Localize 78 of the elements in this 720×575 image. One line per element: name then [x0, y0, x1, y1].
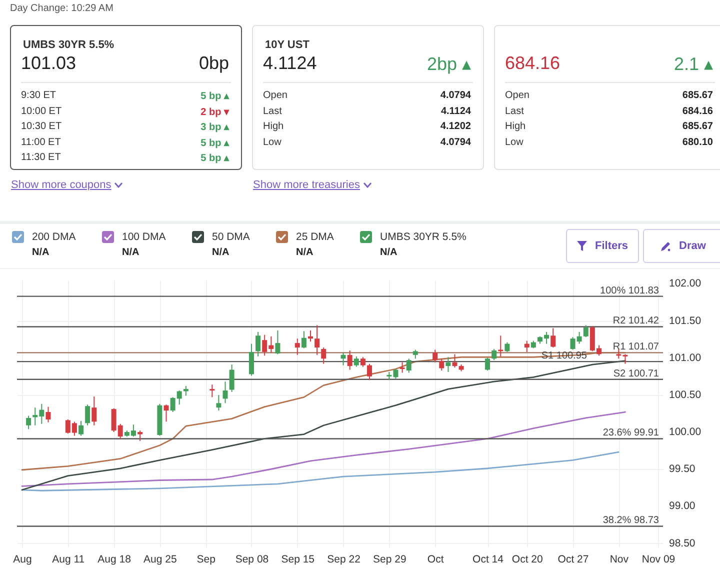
text: 10Y UST	[265, 39, 310, 51]
text: Low	[505, 136, 524, 148]
y-tick-label: 99.00	[669, 500, 696, 512]
text: 10:00 ET	[21, 106, 62, 116]
text: 4.1124	[440, 106, 471, 116]
ref-line-label: 23.6% 99.91	[602, 428, 660, 439]
text: High	[505, 121, 526, 132]
text: Open	[505, 90, 530, 101]
text: Last	[505, 106, 524, 116]
text: 4.0794	[440, 90, 471, 101]
text: 684.16	[505, 53, 560, 74]
y-tick-label: 101.50	[669, 314, 702, 327]
text: Low	[263, 136, 282, 148]
text: N/A	[296, 247, 314, 258]
text: 2 bp ▾	[200, 106, 229, 118]
text: 3 bp ▴	[200, 121, 229, 133]
text: 4.0794	[440, 136, 471, 148]
x-tick-label: Sep	[196, 554, 216, 566]
x-tick-label: Sep 22	[327, 554, 361, 566]
y-tick-label: 101.00	[669, 352, 702, 364]
text: Day Change: 10:29 AM	[10, 3, 114, 14]
text: N/A	[122, 247, 140, 258]
ref-line-label: R1 101.07	[612, 342, 660, 353]
text: N/A	[380, 247, 398, 258]
text: 11:30 ET	[21, 152, 61, 163]
legend-label: 25 DMA	[296, 231, 334, 243]
text: 10:30 ET	[21, 121, 62, 132]
y-tick-label: 99.50	[669, 463, 696, 476]
text: 4.1202	[440, 121, 471, 132]
text: Open	[263, 90, 288, 101]
text: 2.1 ▴	[674, 53, 713, 75]
x-tick-label: Oct 14	[472, 554, 504, 566]
legend-label: UMBS 30YR 5.5%	[380, 231, 466, 243]
text: N/A	[32, 247, 50, 258]
ref-line-label: R2 101.42	[612, 316, 660, 327]
text: 5 bp ▴	[200, 152, 229, 164]
text: 101.03	[21, 53, 76, 74]
text: Filters	[594, 240, 628, 252]
text: 9:30 ET	[21, 90, 56, 101]
text: 11:00 ET	[21, 136, 61, 148]
text: 2bp ▴	[426, 53, 471, 75]
x-tick-label: Aug	[13, 554, 32, 566]
text: 5 bp ▴	[200, 90, 229, 102]
text: Draw	[679, 240, 706, 252]
text: 685.67	[682, 90, 713, 101]
x-tick-label: Aug 11	[52, 554, 85, 566]
text: 5 bp ▴	[200, 136, 229, 148]
ref-line-label: 100% 101.83	[600, 285, 660, 296]
x-tick-label: Aug 18	[98, 554, 132, 566]
text: Show more treasuries	[253, 179, 360, 191]
x-tick-label: Oct	[427, 554, 444, 566]
legend-label: 50 DMA	[212, 231, 250, 243]
x-tick-label: Sep 29	[373, 554, 406, 566]
text: 685.67	[682, 121, 713, 132]
text: 684.16	[682, 106, 713, 116]
ref-line-label: 38.2% 98.73	[602, 515, 660, 526]
text: 0bp	[198, 53, 229, 74]
ref-line-label: S2 100.71	[613, 368, 660, 380]
legend-label: 200 DMA	[32, 231, 76, 243]
x-tick-label: Sep 08	[235, 554, 269, 566]
text: N/A	[212, 247, 230, 258]
x-tick-label: Aug 25	[144, 554, 177, 566]
text: 4.1124	[263, 53, 317, 74]
text: Show more coupons	[11, 179, 112, 191]
y-tick-label: 102.00	[669, 278, 702, 290]
x-tick-label: Nov	[610, 554, 630, 566]
text: UMBS 30YR 5.5%	[23, 39, 114, 51]
x-tick-label: Oct 27	[558, 554, 589, 566]
text: Last	[263, 106, 282, 116]
x-tick-label: Oct 20	[512, 554, 543, 566]
y-tick-label: 100.00	[669, 426, 702, 438]
y-tick-label: 100.50	[669, 388, 702, 401]
legend-label: 100 DMA	[122, 231, 166, 243]
text: 680.10	[682, 136, 713, 148]
x-tick-label: Sep 15	[281, 554, 315, 566]
y-tick-label: 98.50	[669, 537, 696, 550]
text: High	[263, 121, 284, 132]
x-tick-label: Nov 09	[642, 554, 676, 566]
